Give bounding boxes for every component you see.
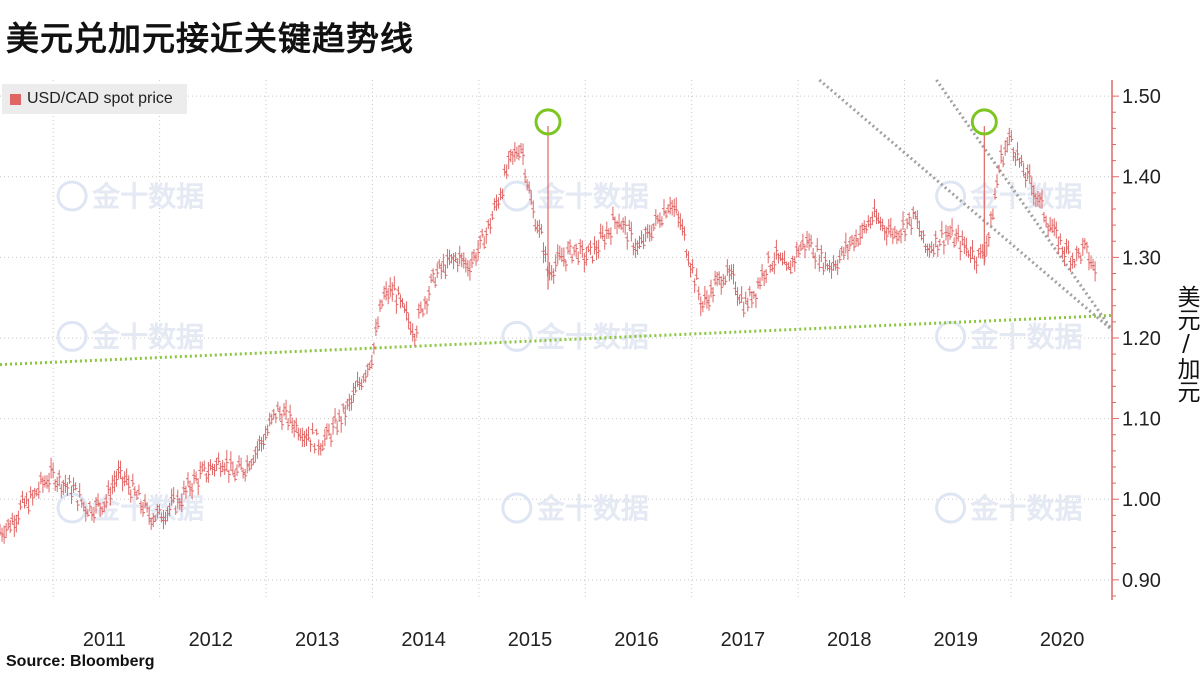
watermark-logo-icon (501, 320, 533, 352)
watermark-logo-icon (56, 492, 88, 524)
y-axis-label: 美元/加元 (1173, 285, 1199, 403)
x-tick-label: 2014 (401, 629, 446, 651)
y-tick-label: 0.90 (1122, 570, 1161, 592)
x-tick-label: 2012 (189, 629, 234, 651)
y-tick-label: 1.50 (1122, 86, 1161, 108)
x-tick-label: 2018 (827, 629, 872, 651)
watermark-text: 金十数据 (91, 180, 204, 213)
support-trendline-layer (0, 313, 1113, 367)
x-tick-layer: 2011 2012 2013 2014 2015 2016 2017 2018 2019 2020 (83, 629, 1084, 651)
peak-2020-circle (970, 108, 998, 136)
x-tick-label: 2015 (508, 629, 553, 651)
watermark-text: 金十数据 (536, 180, 649, 213)
watermark-logo-icon (56, 320, 88, 352)
x-tick-label: 2016 (614, 629, 659, 651)
x-tick-label: 2020 (1040, 629, 1085, 651)
x-tick-label: 2013 (295, 629, 340, 651)
watermark-logo-icon (935, 320, 967, 352)
x-tick-label: 2011 (83, 629, 126, 651)
watermark-logo-icon (935, 492, 967, 524)
chart-legend: USD/CAD spot price (2, 84, 187, 114)
y-tick-label: 1.20 (1122, 328, 1161, 350)
watermark-text: 金十数据 (970, 492, 1083, 525)
x-tick-label: 2019 (933, 629, 978, 651)
watermark-text: 金十数据 (536, 320, 649, 353)
y-axis-layer: 0.90 1.00 1.10 1.20 1.30 1.40 1.50 (1111, 80, 1161, 600)
price-series-layer (0, 125, 1098, 544)
watermark-text: 金十数据 (536, 492, 649, 525)
legend-label: USD/CAD spot price (27, 90, 173, 107)
peak-2016-circle (534, 108, 562, 136)
highlight-circle-layer (534, 108, 998, 136)
source-note: Source: Bloomberg (6, 653, 155, 670)
y-tick-label: 1.10 (1122, 409, 1161, 431)
watermark-logo-icon (56, 180, 88, 212)
resistance-1-trendline (818, 78, 1113, 332)
y-tick-label: 1.40 (1122, 167, 1161, 189)
chart-title: 美元兑加元接近关键趋势线 (6, 19, 414, 58)
legend-swatch (10, 93, 21, 105)
y-tick-label: 1.00 (1122, 489, 1161, 511)
watermark-text: 金十数据 (91, 320, 204, 353)
x-tick-label: 2017 (721, 629, 766, 651)
resistance-2-trendline (935, 79, 1114, 331)
watermark-logo-icon (935, 180, 967, 212)
resistance-trendline-layer (818, 78, 1114, 332)
watermark-text: 金十数据 (970, 320, 1083, 353)
y-tick-label: 1.30 (1122, 247, 1161, 269)
watermark-logo-icon (501, 492, 533, 524)
support-trendline (0, 313, 1113, 367)
